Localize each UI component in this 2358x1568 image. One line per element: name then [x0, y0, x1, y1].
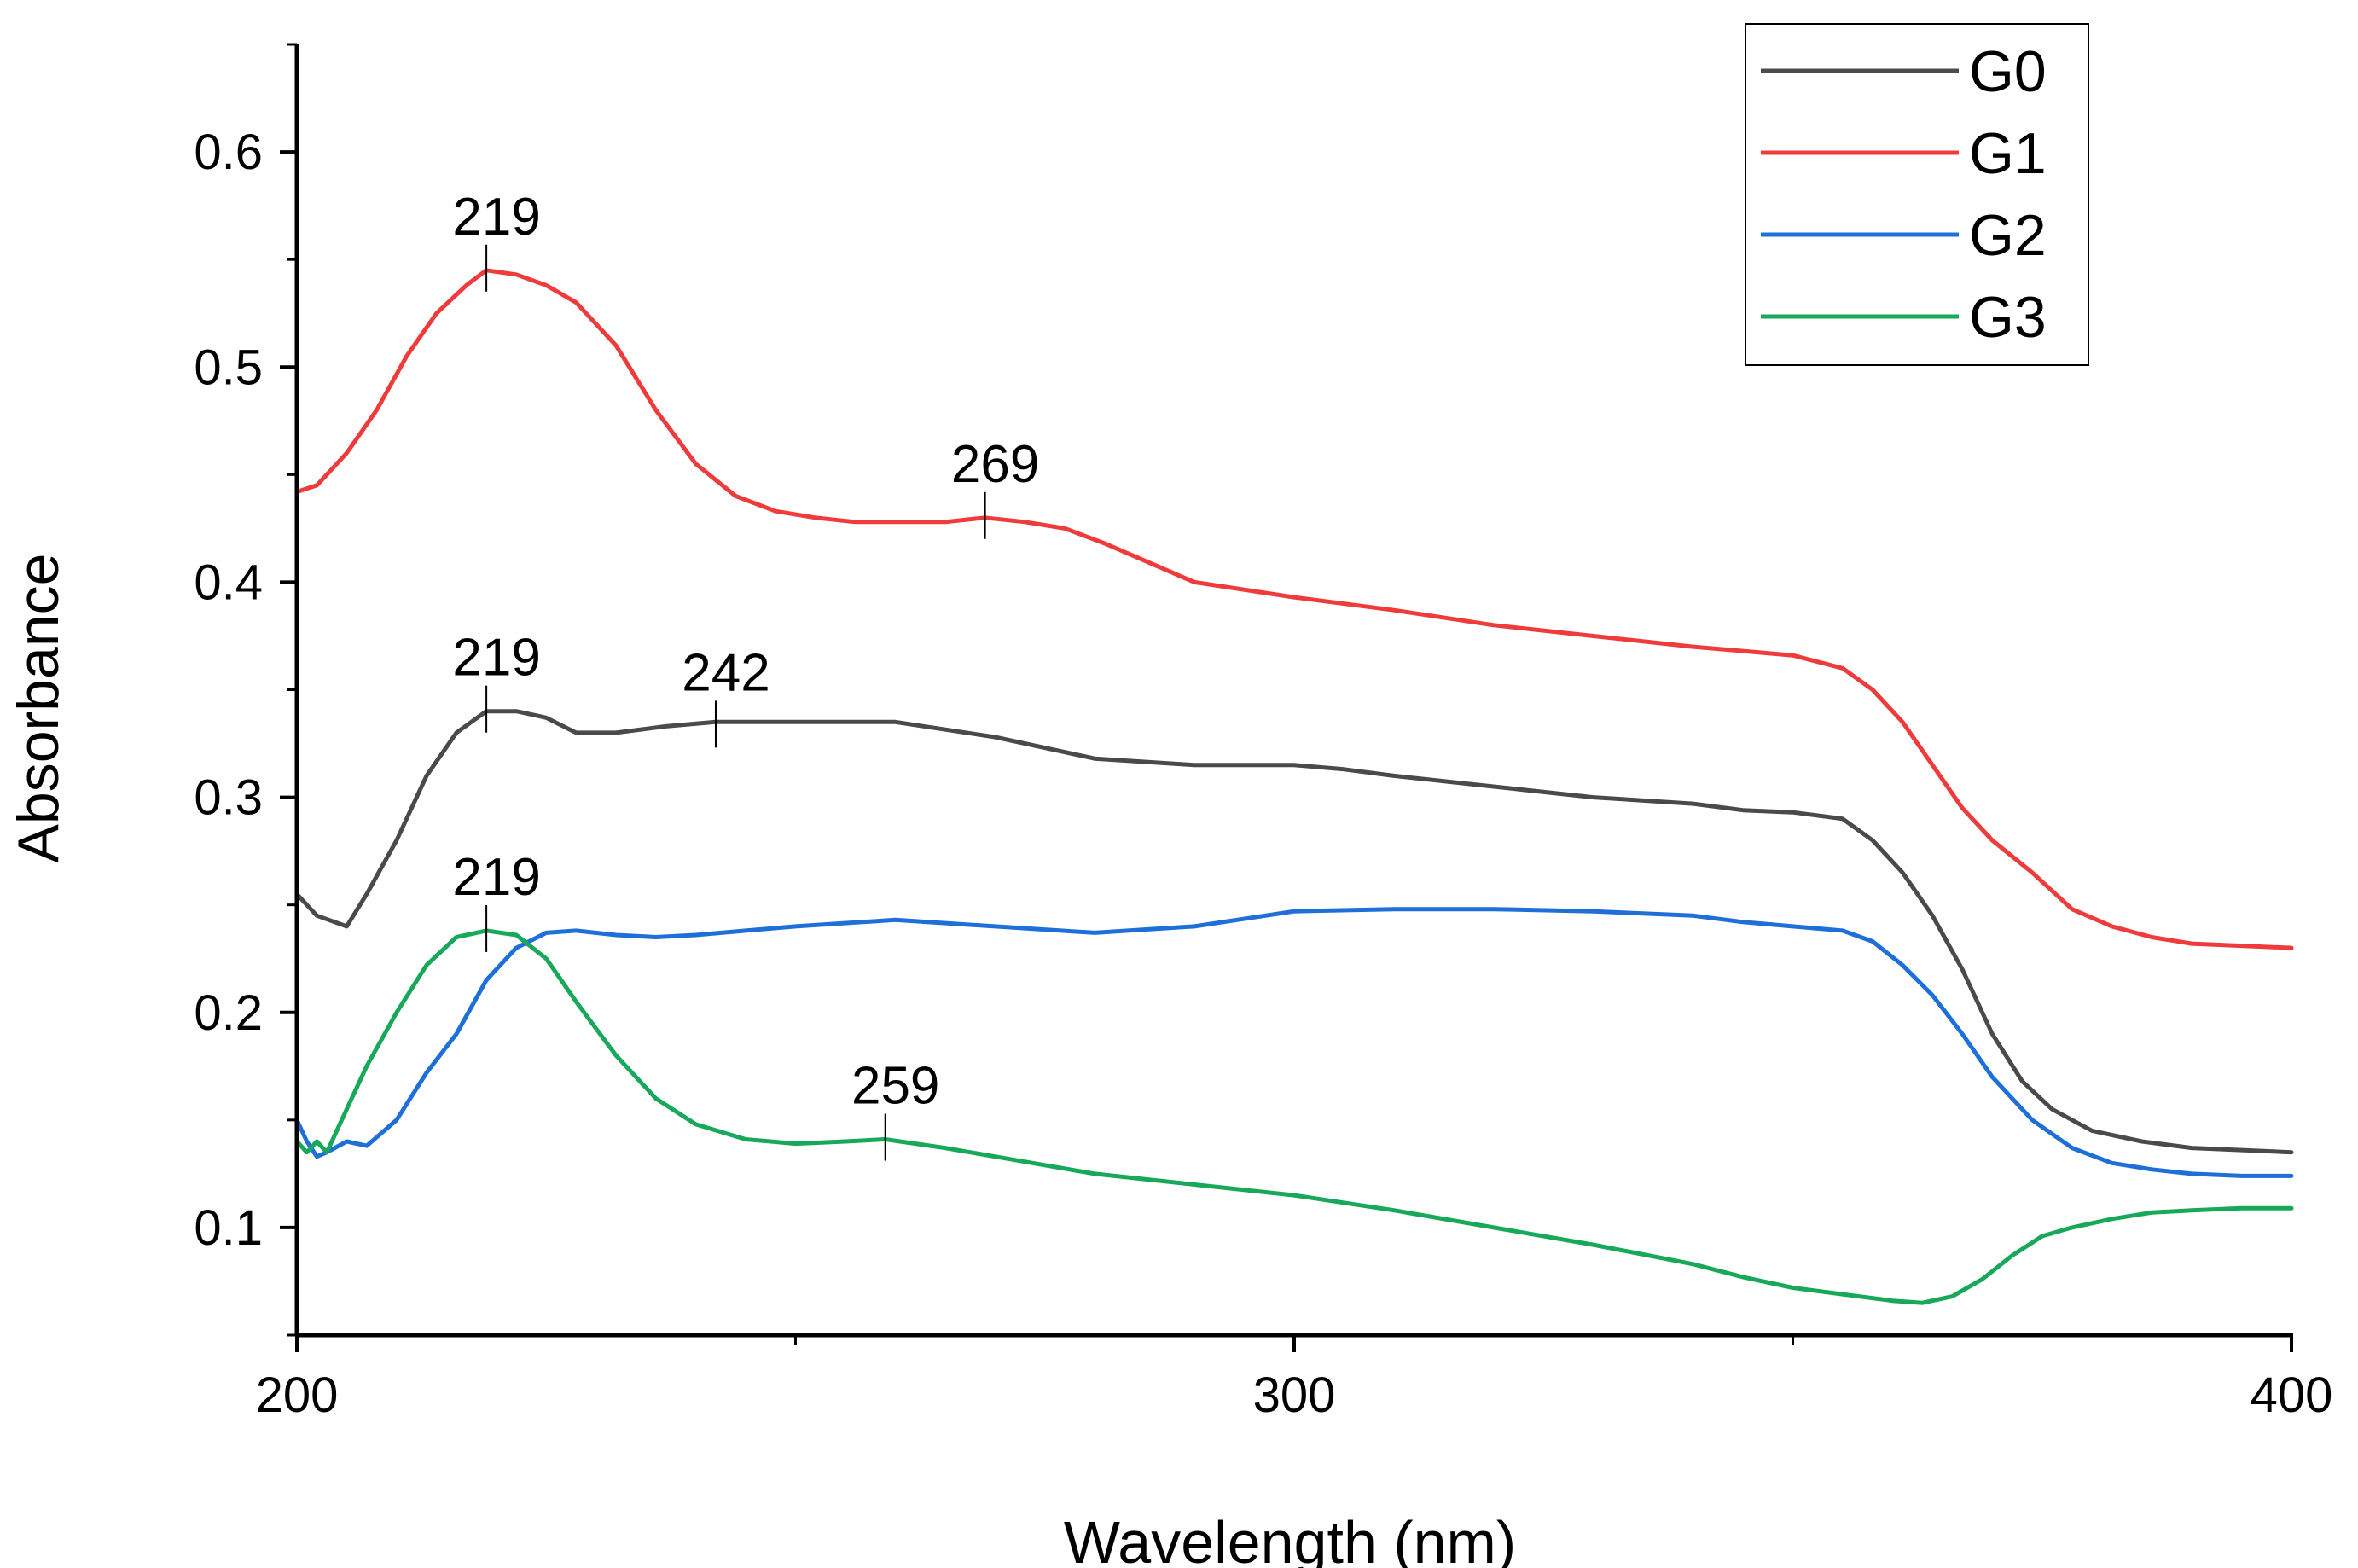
legend-label-g0: G0	[1969, 39, 2047, 104]
y-axis-title: Absorbance	[6, 554, 71, 863]
peak-label-g0-219: 219	[452, 629, 540, 688]
peak-label-g1-219: 219	[452, 188, 540, 247]
peak-label-g3-259: 259	[851, 1057, 939, 1116]
y-tick-label: 0.5	[194, 340, 263, 395]
series-line-g3	[294, 928, 2294, 1305]
legend-label-g3: G3	[1969, 285, 2047, 350]
x-axis-title: Wavelength (nm)	[1064, 1509, 1516, 1568]
x-tick-label: 400	[2251, 1368, 2333, 1423]
annotation-layer: 219 269 219 242 219 259	[452, 188, 1039, 1161]
series-line-g1	[294, 268, 2294, 950]
series-line-g0	[294, 709, 2294, 1155]
peak-label-g0-242: 242	[682, 643, 770, 702]
y-tick-label: 0.4	[194, 555, 263, 610]
legend: G0 G1 G2 G3	[1745, 23, 2089, 366]
axis-layer: 0.1 0.2 0.3 0.4 0.5 0.6 200 300 400	[194, 43, 2333, 1423]
legend-box	[1745, 23, 2089, 366]
legend-label-g1: G1	[1969, 121, 2047, 186]
y-tick-label: 0.6	[194, 125, 263, 180]
y-tick-label: 0.3	[194, 770, 263, 826]
series-line-g2	[294, 907, 2294, 1178]
legend-label-g2: G2	[1969, 203, 2047, 268]
series-layer	[294, 268, 2294, 1305]
y-tick-label: 0.2	[194, 985, 263, 1041]
peak-label-g3-219: 219	[452, 848, 540, 907]
y-tick-label: 0.1	[194, 1200, 263, 1256]
x-tick-label: 300	[1253, 1368, 1336, 1423]
x-tick-label: 200	[256, 1368, 339, 1423]
peak-label-g1-269: 269	[951, 435, 1039, 494]
